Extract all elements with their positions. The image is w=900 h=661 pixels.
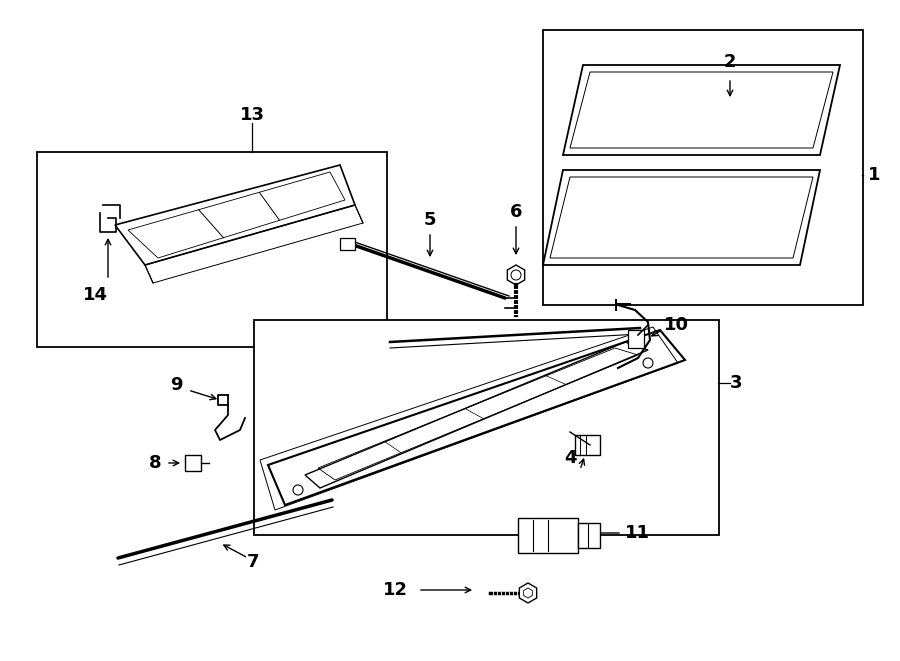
Text: 8: 8 bbox=[148, 454, 161, 472]
Bar bbox=[578, 523, 600, 548]
Bar bbox=[37, 152, 387, 347]
Text: 9: 9 bbox=[170, 376, 182, 394]
Polygon shape bbox=[519, 583, 536, 603]
Text: 13: 13 bbox=[239, 106, 265, 124]
Text: 3: 3 bbox=[730, 374, 742, 392]
Circle shape bbox=[643, 358, 653, 368]
Bar bbox=[254, 320, 719, 535]
Text: 12: 12 bbox=[382, 581, 408, 599]
Bar bbox=[543, 30, 863, 305]
Text: 4: 4 bbox=[563, 449, 576, 467]
Text: 10: 10 bbox=[664, 316, 689, 334]
Text: 1: 1 bbox=[868, 166, 880, 184]
Polygon shape bbox=[575, 435, 600, 455]
Text: 11: 11 bbox=[625, 524, 650, 542]
Text: 2: 2 bbox=[724, 53, 736, 71]
Polygon shape bbox=[628, 330, 644, 348]
Circle shape bbox=[293, 485, 303, 495]
Polygon shape bbox=[340, 238, 355, 250]
Text: 7: 7 bbox=[247, 553, 259, 571]
Text: 5: 5 bbox=[424, 211, 436, 229]
Polygon shape bbox=[508, 265, 525, 285]
Bar bbox=[518, 518, 578, 553]
Bar bbox=[185, 455, 201, 471]
Text: 14: 14 bbox=[83, 286, 107, 304]
Text: 6: 6 bbox=[509, 203, 522, 221]
